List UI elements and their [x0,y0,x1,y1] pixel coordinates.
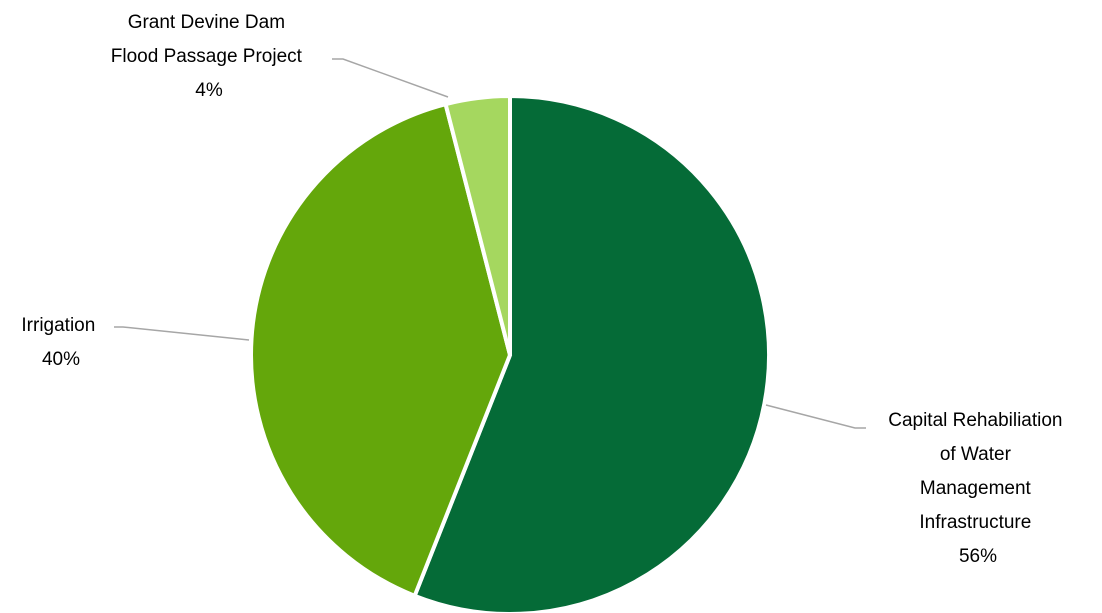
data-label-irrigation: Irrigation 40% [21,315,100,370]
data-label-grant-devine-dam: Grant Devine Dam Flood Passage Project 4… [111,12,307,101]
leader-line-irrigation [114,326,250,341]
data-label-capital-rehabiliation: Capital Rehabiliation of Water Managemen… [888,410,1068,567]
pie-slices [249,93,771,613]
pie-slice-grant-devine-dam-flood-passage-project [443,93,512,356]
pie-slice-capital-rehabiliation-of-water-management-infrastructure [412,93,771,613]
leader-line-grant-devine-dam [332,58,449,98]
leader-line-capital-rehabiliation [765,404,866,429]
pie-slice-irrigation [249,101,513,599]
